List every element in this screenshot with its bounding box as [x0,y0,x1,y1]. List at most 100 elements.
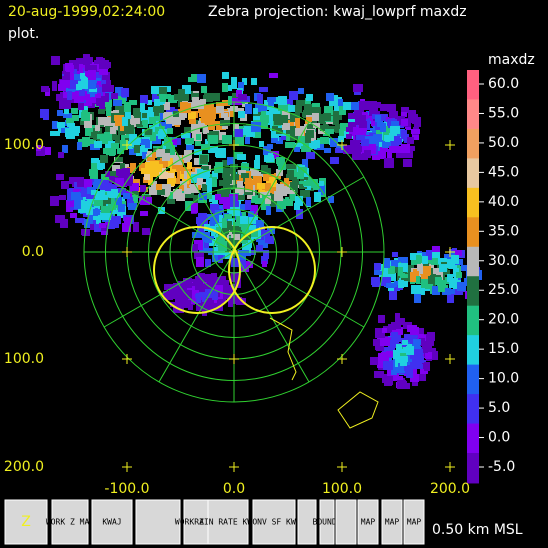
toolbar-button[interactable] [135,499,181,545]
echo-pixel [187,287,194,292]
echo-pixel [416,349,423,356]
echo-pixel [352,154,362,160]
toolbar-button[interactable]: MAP [381,499,403,545]
echo-pixel [166,107,175,114]
toolbar-button[interactable]: MAP [357,499,379,545]
echo-pixel [157,87,167,96]
echo-pixel [129,134,137,141]
colorbar-label: 60.0 [488,76,519,92]
echo-pixel [112,208,117,214]
echo-pixel [193,195,201,203]
echo-pixel [196,217,203,224]
echo-pixel [246,228,253,236]
echo-pixel [386,283,395,288]
echo-pixel [313,183,319,190]
echo-pixel [383,361,393,370]
echo-pixel [194,252,204,259]
toolbar-button[interactable]: WORK Z MAP [46,499,94,545]
echo-pixel [361,139,369,146]
echo-pixel [142,113,147,118]
echo-pixel [320,137,329,144]
echo-pixel [106,106,111,116]
echo-pixel [184,127,193,133]
echo-pixel [397,272,402,282]
echo-pixel [398,257,408,262]
echo-pixel [60,80,70,88]
echo-pixel [271,131,279,141]
echo-pixel [236,90,242,97]
echo-pixel [105,171,110,177]
echo-pixel [98,117,104,125]
echo-pixel [302,159,308,168]
echo-pixel [259,106,267,111]
echo-pixel [359,101,369,110]
echo-pixel [412,344,419,351]
echo-pixel [91,190,98,195]
echo-pixel [115,87,123,96]
echo-pixel [343,149,351,154]
echo-pixel [51,56,60,65]
toolbar-button[interactable]: CONV SF KWA [248,499,301,545]
spoke [233,121,310,253]
echo-pixel [410,272,416,282]
echo-pixel [173,155,182,165]
toolbar-button[interactable]: KWAJ [91,499,133,545]
toolbar-button[interactable]: MAP [403,499,425,545]
echo-pixel [88,70,96,80]
echo-pixel [265,196,271,204]
echo-pixel [79,201,89,209]
colorbar-label: -5.0 [488,459,515,475]
echo-pixel [68,65,74,72]
button-face [51,499,89,545]
echo-pixel [207,185,212,194]
echo-pixel [453,250,462,256]
echo-pixel [394,136,400,145]
toolbar-button[interactable]: Z [4,499,48,545]
echo-pixel [197,74,206,83]
echo-pixel [382,328,387,333]
echo-pixel [406,346,414,355]
echo-pixel [244,126,252,131]
echo-pixel [40,109,49,118]
echo-pixel [242,244,251,253]
echo-pixel [91,158,99,164]
echo-pixel [396,153,406,158]
echo-pixel [359,121,367,128]
echo-pixel [449,278,457,288]
echo-pixel [415,285,425,295]
echo-pixel [382,140,389,148]
echo-pixel [222,135,232,144]
echo-pixel [432,286,440,295]
echo-pixel [255,198,265,204]
button-label: WORK Z MAP [175,518,223,527]
toolbar-button[interactable]: RAIN RATE KWAJ [194,499,262,545]
echo-pixel [461,265,468,271]
colorbar-cell [467,394,479,425]
echo-pixel [195,280,203,290]
echo-pixel [84,219,93,228]
echo-pixel [140,185,146,192]
y-label: 100.0 [4,137,44,153]
echo-pixel [238,111,245,118]
toolbar-button[interactable] [335,499,357,545]
echo-pixel [396,335,401,342]
toolbar-button[interactable] [297,499,317,545]
echo-pixel [413,354,420,361]
echo-pixel [171,293,180,299]
button-face [91,499,133,545]
echo-pixel [75,218,85,223]
echo-pixel [423,266,431,275]
echo-pixel [362,144,370,153]
echo-pixel [70,131,79,136]
echo-pixel [221,113,228,118]
toolbar-button[interactable]: BOUNDS [313,499,342,545]
echo-pixel [205,116,215,125]
echo-pixel [408,362,414,369]
colorbar-cell [467,158,479,189]
echo-pixel [281,115,288,125]
echo-pixel [269,108,277,117]
echo-pixel [237,181,243,189]
